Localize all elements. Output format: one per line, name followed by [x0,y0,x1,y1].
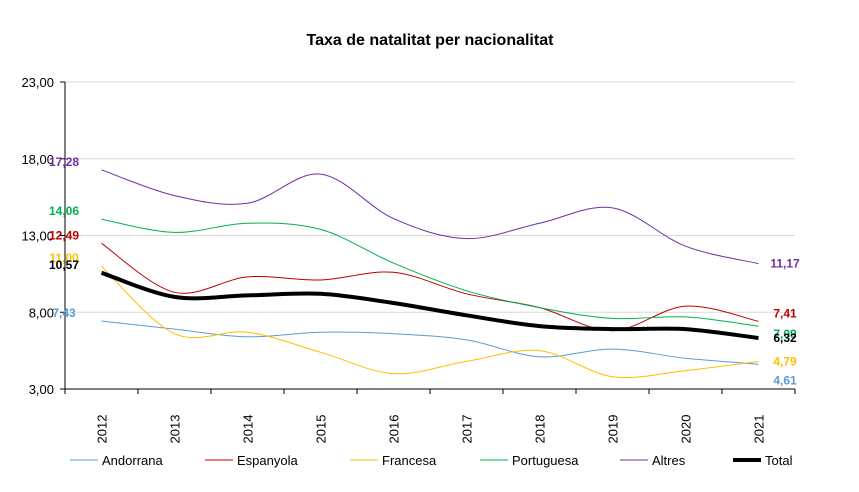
x-tick-label: 2012 [95,415,110,444]
legend-label-francesa: Francesa [382,453,437,468]
data-label-start-total: 10,57 [49,258,79,272]
series-line-total [100,270,759,340]
data-label-end-total: 6,32 [773,331,797,345]
x-tick-label: 2019 [606,415,621,444]
axes: 3,00 8,00 13,00 18,00 23,00 2012 2013 2014 2015 2… [21,75,796,444]
legend-label-portuguesa: Portuguesa [512,453,579,468]
series-line-andorrana [101,320,759,365]
gridlines [65,81,795,390]
data-label-end-francesa: 4,79 [773,355,797,369]
legend-label-espanyola: Espanyola [237,453,298,468]
series-lines [100,169,759,379]
x-tick-label: 2013 [168,415,183,444]
y-tick-label: 18,00 [21,152,54,167]
data-label-start-espanyola: 12,49 [49,228,79,242]
legend: Andorrana Espanyola Francesa Portuguesa Altr… [70,453,793,468]
x-tick-label: 2018 [533,415,548,444]
x-tick-label: 2016 [387,415,402,444]
y-tick-label: 3,00 [29,382,54,397]
legend-label-altres: Altres [652,453,686,468]
x-tick-label: 2020 [679,415,694,444]
data-label-start-francesa: 11,00 [49,251,79,265]
series-line-francesa [101,265,759,379]
x-tick-label: 2015 [314,415,329,444]
series-line-portuguesa [101,218,759,327]
data-label-end-portuguesa: 7,09 [773,327,797,341]
chart-title: Taxa de natalitat per nacionalitat [307,32,555,49]
x-tick-label: 2017 [460,415,475,444]
data-label-end-espanyola: 7,41 [773,306,797,320]
series-line-espanyola [101,242,759,332]
x-tick-label: 2014 [241,415,256,444]
data-label-start-portuguesa: 14,06 [49,204,79,218]
y-tick-label: 8,00 [29,305,54,320]
data-label-end-altres: 11,17 [770,257,800,271]
y-tick-label: 13,00 [21,229,54,244]
y-tick-label: 23,00 [21,75,54,90]
data-label-start-altres: 17,28 [49,155,79,169]
legend-label-andorrana: Andorrana [102,453,163,468]
data-label-start-andorrana: 7,43 [52,306,76,320]
legend-label-total: Total [765,453,793,468]
data-labels: 7,43 4,61 12,49 7,41 11,00 4,79 14,06 7,09 17,28… [49,155,800,387]
x-tick-label: 2021 [752,415,767,444]
series-line-altres [101,169,759,265]
data-label-end-andorrana: 4,61 [773,373,797,387]
